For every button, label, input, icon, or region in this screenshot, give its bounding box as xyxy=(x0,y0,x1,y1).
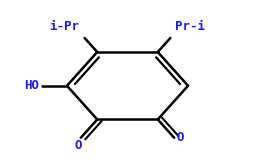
Text: O: O xyxy=(176,131,183,144)
Text: i-Pr: i-Pr xyxy=(49,20,79,33)
Text: O: O xyxy=(74,139,82,152)
Text: HO: HO xyxy=(24,79,39,92)
Text: Pr-i: Pr-i xyxy=(175,20,205,33)
